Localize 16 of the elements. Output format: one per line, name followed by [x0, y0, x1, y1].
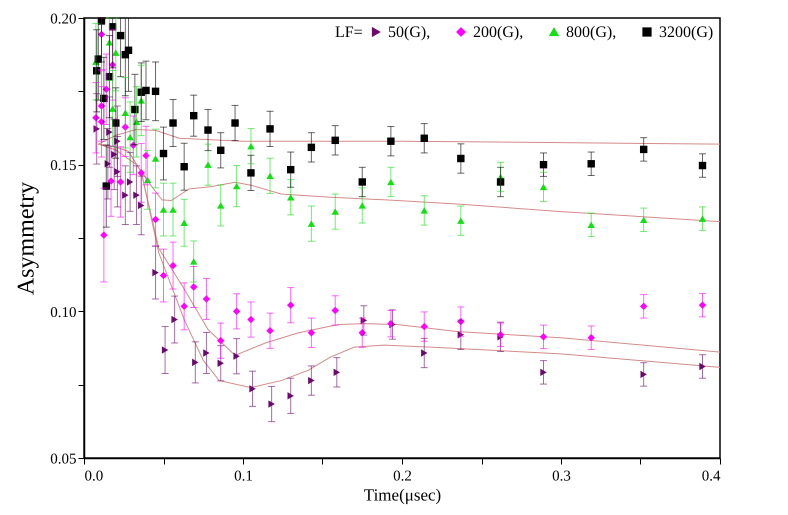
x-axis-title: Time(μsec) [364, 486, 442, 504]
x-tick-label: 0.1 [234, 468, 253, 484]
y-tick-label: 0.10 [50, 304, 76, 321]
x-tick-label: 0.3 [552, 468, 571, 484]
x-tick-label: 0.4 [702, 468, 721, 484]
y-axis-title: Asymmetry [13, 182, 40, 296]
legend-label: 50(G), [388, 24, 430, 41]
x-tick-label: 0.0 [84, 468, 104, 484]
legend-label: 3200(G) [659, 24, 714, 41]
legend-title: LF= [335, 24, 363, 41]
y-tick-label: 0.20 [50, 12, 76, 28]
y-tick-label: 0.15 [50, 158, 76, 174]
y-tick-label: 0.05 [50, 452, 76, 468]
legend-label: 200(G), [473, 24, 524, 41]
legend-label: 800(G), [566, 24, 616, 41]
x-tick-label: 0.2 [393, 468, 412, 484]
